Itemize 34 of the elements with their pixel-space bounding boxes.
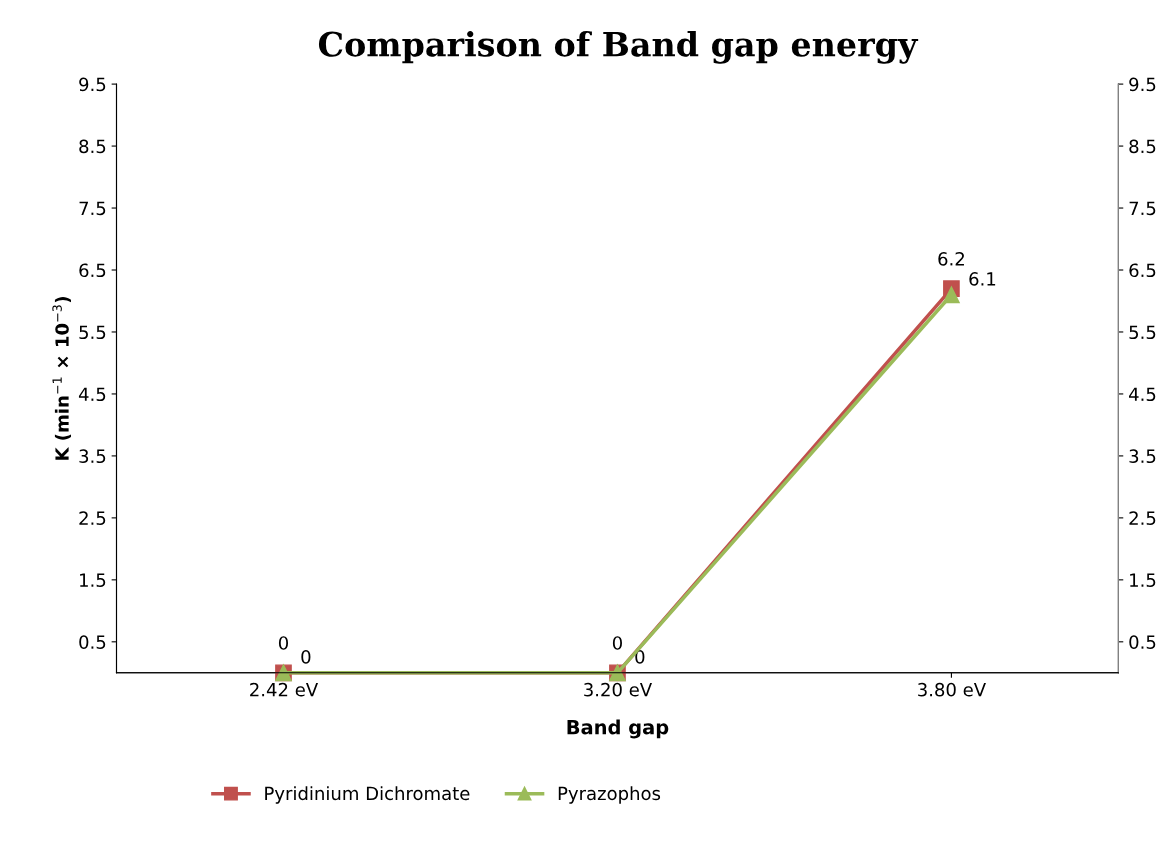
y-tick-label: 6.5 xyxy=(79,263,106,278)
y2-tick-label: 9.5 xyxy=(1129,77,1156,92)
y-tick-label: 9.5 xyxy=(79,77,106,92)
y2-tick-label: 8.5 xyxy=(1129,139,1156,154)
y-tick-label: 2.5 xyxy=(79,511,106,525)
y-tick-label: 8.5 xyxy=(79,139,106,154)
chart-title: Comparison of Band gap energy xyxy=(318,30,919,64)
y-tick-label: 0.5 xyxy=(79,635,106,649)
y-tick-label: 1.5 xyxy=(80,573,106,587)
x-tick-label: 2.42 eV xyxy=(250,682,319,697)
data-label: 0 xyxy=(612,636,622,650)
legend-label: Pyrazophos xyxy=(558,786,661,804)
y2-tick-label: 0.5 xyxy=(1129,635,1156,649)
y-tick-label: 5.5 xyxy=(79,325,106,340)
data-label: 0 xyxy=(278,636,289,650)
x-tick-label: 3.20 eV xyxy=(584,682,652,697)
point xyxy=(943,286,960,304)
data-label: 6.1 xyxy=(969,272,996,286)
x-tick-label: 3.80 eV xyxy=(918,682,986,697)
y2-tick-label: 4.5 xyxy=(1129,387,1156,402)
y-axis-title: K (min$^{−1}$ × 10$^{−3}$) xyxy=(52,297,71,460)
data-label: 0 xyxy=(301,650,311,664)
y2-tick-label: 1.5 xyxy=(1130,573,1156,587)
data-label: 6.2 xyxy=(938,252,964,266)
y-tick-label: 4.5 xyxy=(78,387,106,402)
y2-tick-label: 5.5 xyxy=(1129,325,1156,340)
y2-tick-label: 7.5 xyxy=(1129,201,1156,216)
y-tick-label: 7.5 xyxy=(79,201,106,216)
x-axis-title: Band gap xyxy=(567,719,669,739)
legend-label: Pyridinium Dichromate xyxy=(265,786,470,804)
y2-tick-label: 3.5 xyxy=(1129,449,1156,464)
y-tick-label: 3.5 xyxy=(79,449,106,464)
y2-tick-label: 6.5 xyxy=(1129,263,1156,278)
y2-tick-label: 2.5 xyxy=(1129,511,1156,525)
